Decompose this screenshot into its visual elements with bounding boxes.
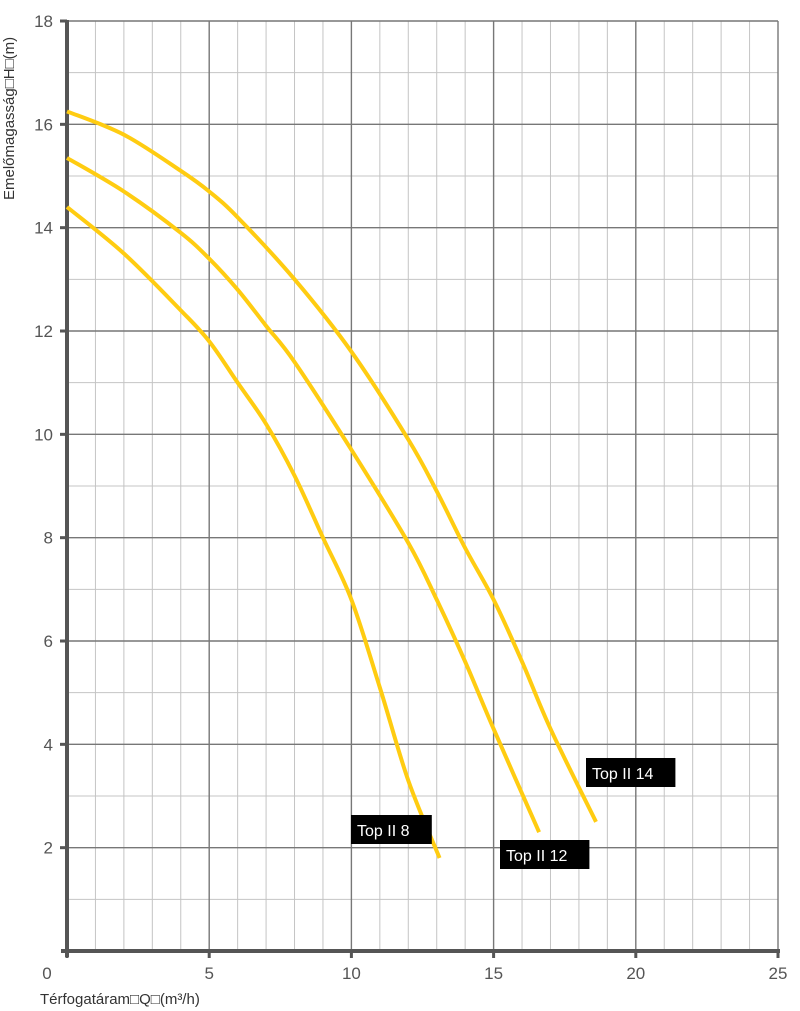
y-tick-label: 16 <box>34 115 53 134</box>
curve-top-ii-14 <box>66 109 598 823</box>
y-tick-label: 14 <box>34 219 53 238</box>
series-label-text: Top II 12 <box>506 848 567 865</box>
x-tick-label: 15 <box>484 964 503 983</box>
series-label-box <box>500 840 590 869</box>
x-tick-label: 0 <box>42 964 51 983</box>
tick-labels: 2 4 6 8 10 12 14 16 18 0 5 10 15 20 25 <box>34 12 787 983</box>
series-label-top-ii-14: Top II 14 <box>586 758 676 787</box>
series-label-top-ii-12: Top II 12 <box>500 840 590 869</box>
series-label-text: Top II 14 <box>592 766 653 783</box>
x-tick-label: 20 <box>626 964 645 983</box>
major-grid <box>67 20 779 951</box>
x-tick-label: 10 <box>342 964 361 983</box>
x-tick-label: 5 <box>204 964 213 983</box>
pump-curves <box>65 109 598 859</box>
y-tick-label: 12 <box>34 322 53 341</box>
series-label-text: Top II 8 <box>357 823 410 840</box>
series-label-top-ii-8: Top II 8 <box>351 815 432 844</box>
y-tick-label: 18 <box>34 12 53 31</box>
x-axis-title: Térfogatáram□Q□(m³/h) <box>40 991 200 1008</box>
y-axis-title: Emelőmagasság□H□(m) <box>1 37 18 200</box>
y-tick-label: 6 <box>44 632 53 651</box>
series-labels: Top II 8 Top II 12 Top II 14 <box>351 758 676 869</box>
minor-grid <box>67 21 778 951</box>
series-label-box <box>351 815 432 844</box>
y-tick-label: 8 <box>44 529 53 548</box>
curve-top-ii-8 <box>65 205 442 859</box>
axes <box>60 19 780 958</box>
series-label-box <box>586 758 676 787</box>
curve-top-ii-12 <box>65 156 541 833</box>
y-tick-label: 10 <box>34 425 53 444</box>
y-tick-label: 4 <box>44 735 53 754</box>
x-tick-label: 25 <box>769 964 788 983</box>
y-tick-label: 2 <box>44 839 53 858</box>
